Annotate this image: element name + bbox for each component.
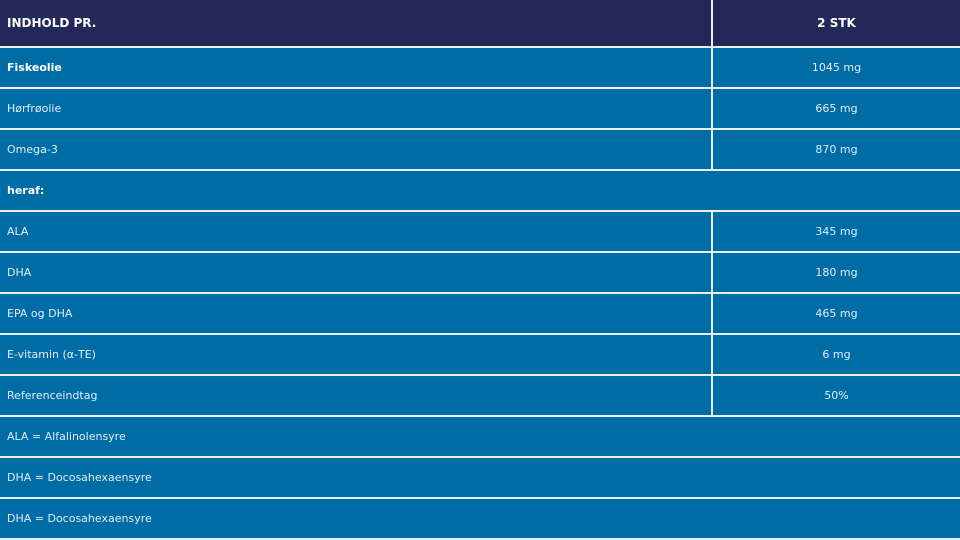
row-label: DHA — [0, 251, 713, 294]
row-value: 1045 mg — [711, 46, 960, 89]
row-label: Omega-3 — [0, 128, 713, 171]
table-row: heraf: — [0, 169, 960, 212]
row-label: EPA og DHA — [0, 292, 713, 335]
note-row: DHA = Docosahexaensyre — [0, 497, 960, 540]
table-row: Referenceindtag 50% — [0, 374, 960, 417]
row-label: Hørfrøolie — [0, 87, 713, 130]
row-label: Fiskeolie — [0, 46, 713, 89]
table-row: Fiskeolie 1045 mg — [0, 46, 960, 89]
footnote: DHA = Docosahexaensyre — [0, 497, 960, 540]
table-row: Hørfrøolie 665 mg — [0, 87, 960, 130]
row-value: 180 mg — [711, 251, 960, 294]
row-label: heraf: — [0, 169, 960, 212]
footnote: ALA = Alfalinolensyre — [0, 415, 960, 458]
row-value: 870 mg — [711, 128, 960, 171]
header-2-stk: 2 STK — [711, 0, 960, 48]
note-row: ALA = Alfalinolensyre — [0, 415, 960, 458]
row-label: Referenceindtag — [0, 374, 713, 417]
row-label: ALA — [0, 210, 713, 253]
table-row: ALA 345 mg — [0, 210, 960, 253]
row-value: 50% — [711, 374, 960, 417]
table-header-row: INDHOLD PR. 2 STK — [0, 0, 960, 48]
footnote: DHA = Docosahexaensyre — [0, 456, 960, 499]
note-row: DHA = Docosahexaensyre — [0, 456, 960, 499]
table-row: DHA 180 mg — [0, 251, 960, 294]
row-label: E-vitamin (α-TE) — [0, 333, 713, 376]
row-value: 6 mg — [711, 333, 960, 376]
header-content-per: INDHOLD PR. — [0, 0, 713, 48]
table-row: Omega-3 870 mg — [0, 128, 960, 171]
row-value: 665 mg — [711, 87, 960, 130]
row-value: 345 mg — [711, 210, 960, 253]
table-row: EPA og DHA 465 mg — [0, 292, 960, 335]
table-row: E-vitamin (α-TE) 6 mg — [0, 333, 960, 376]
row-value: 465 mg — [711, 292, 960, 335]
